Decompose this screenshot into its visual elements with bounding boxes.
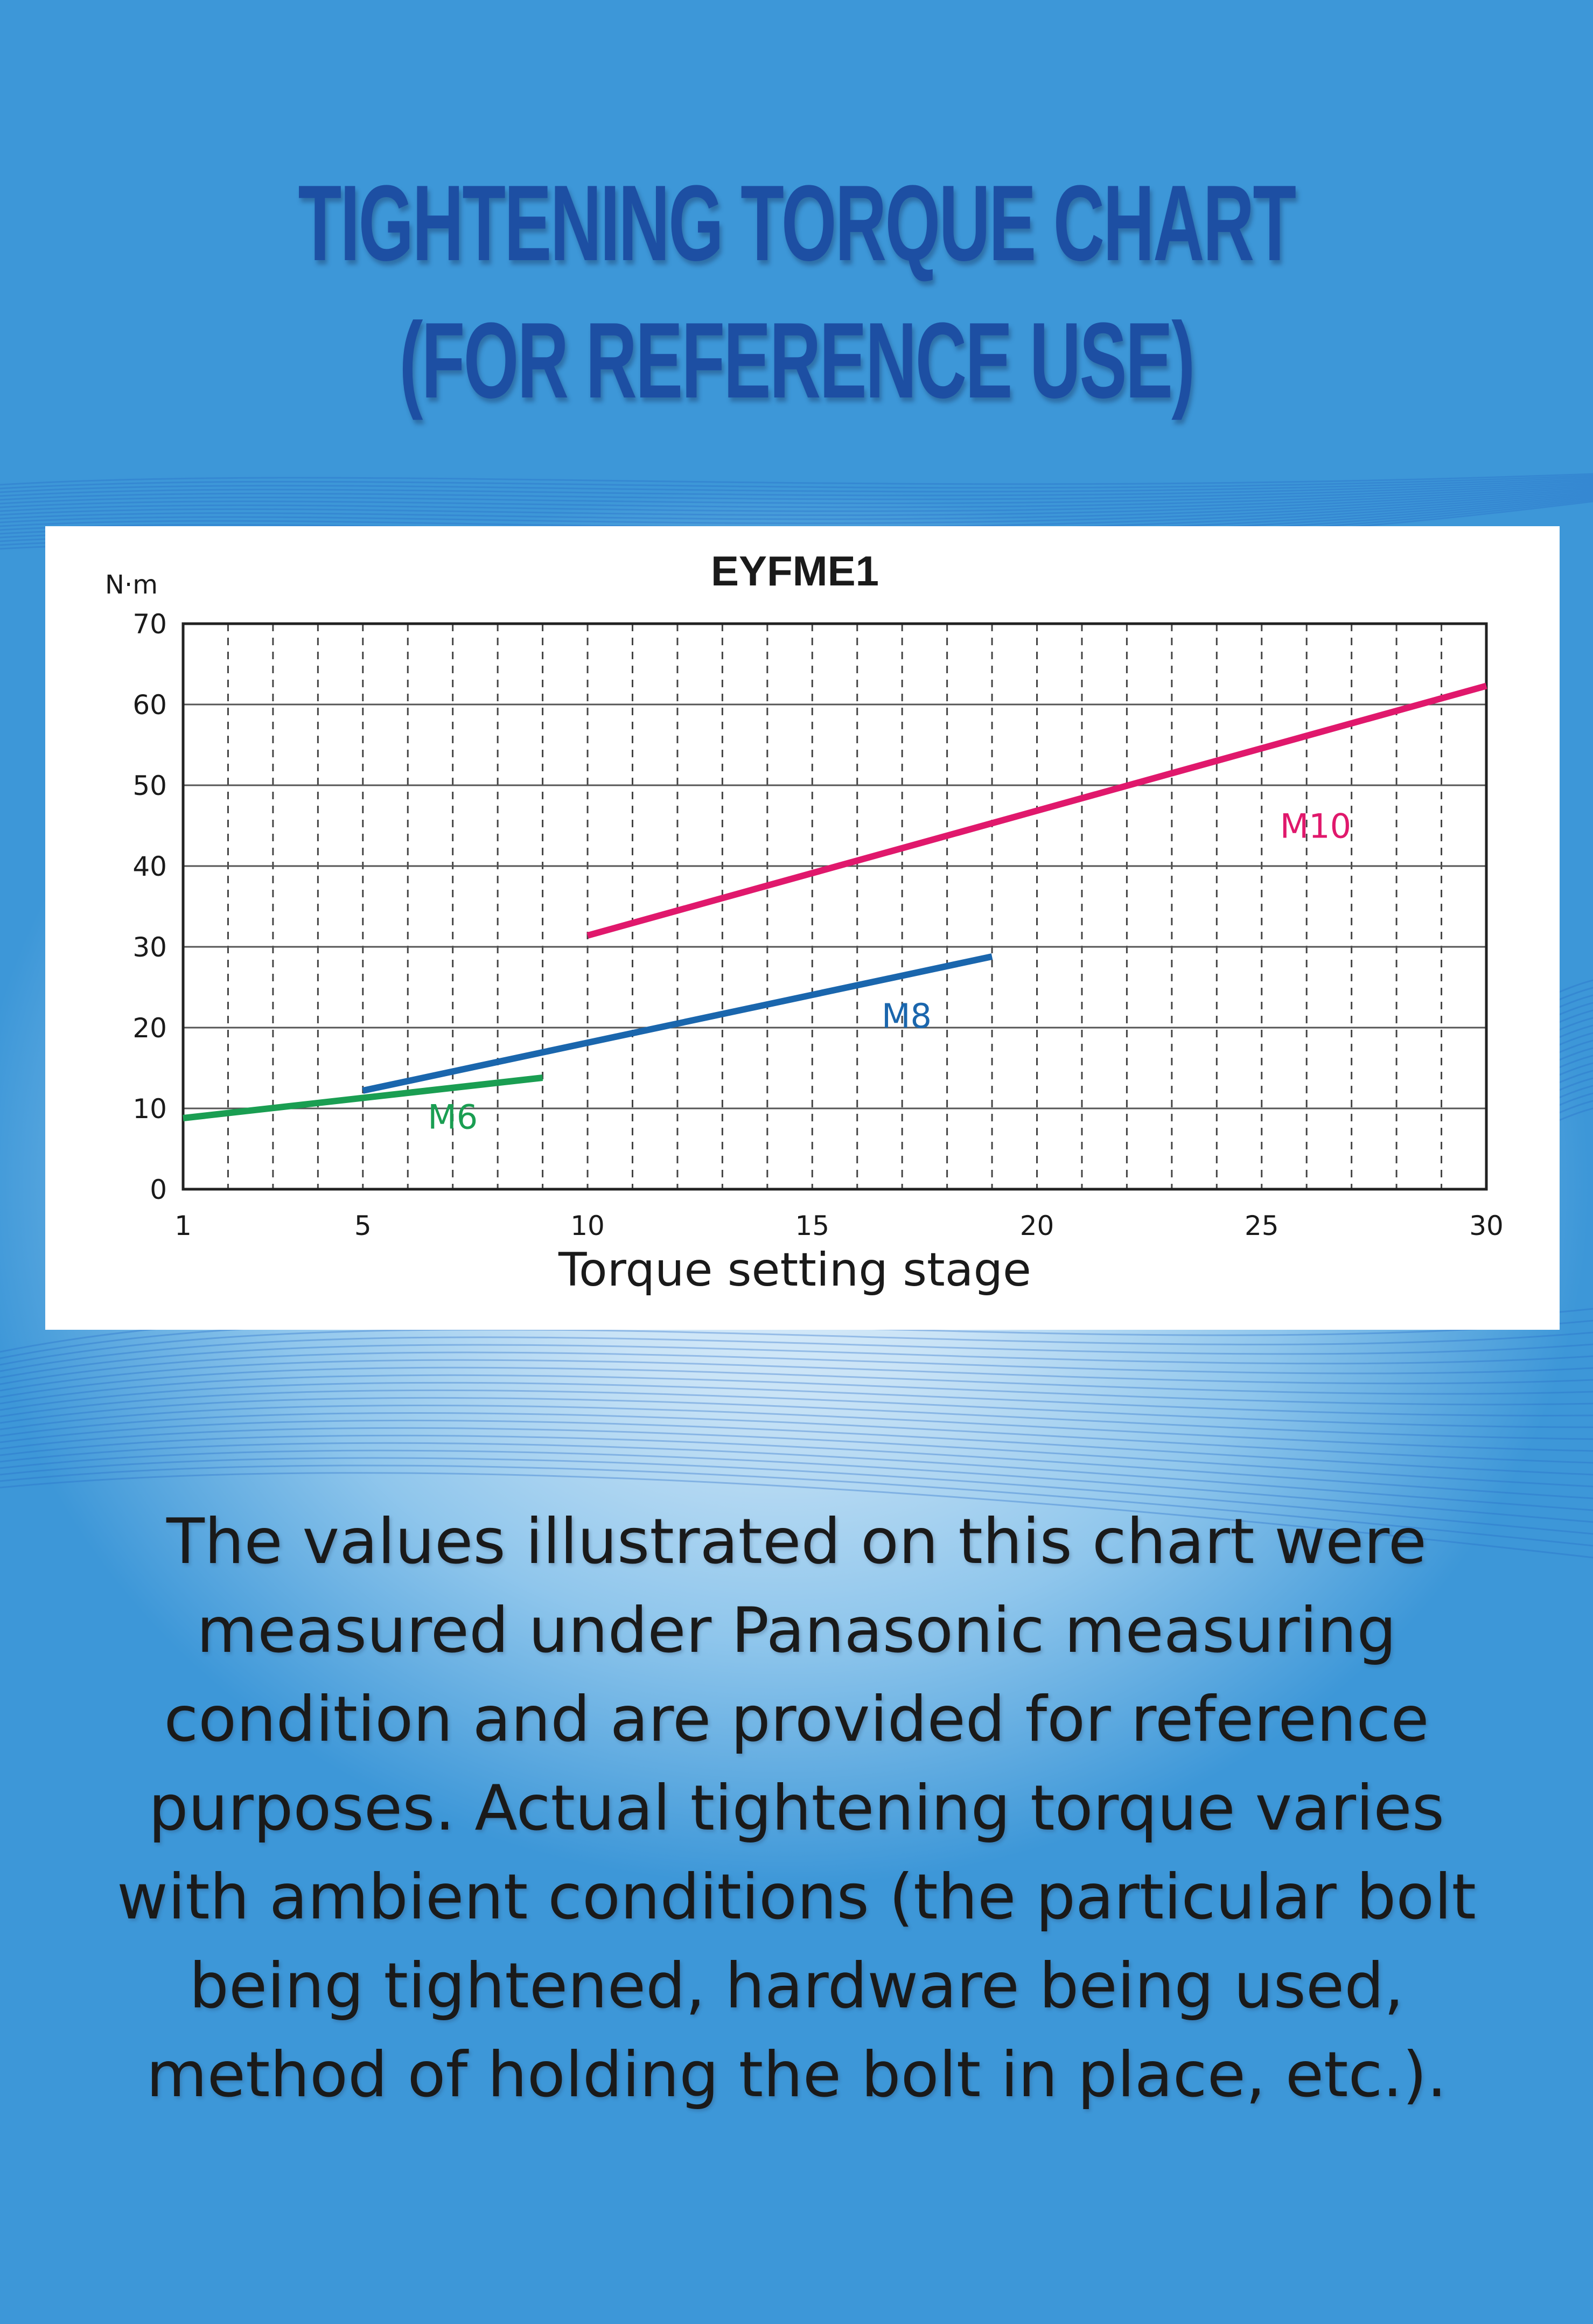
wave-line [0, 1389, 1593, 1428]
wave-line [0, 474, 1593, 490]
page-title-line-2: (FOR REFERENCE USE) [399, 301, 1195, 421]
wave-line [0, 483, 1593, 508]
chart-title: EYFME1 [711, 547, 879, 595]
torque-chart: EYFME1 N·m Torque setting stage 0 10 20 30 4… [105, 547, 1504, 1297]
wave-line [0, 1359, 1593, 1392]
wave-line [0, 1381, 1593, 1417]
wave-line [0, 1404, 1593, 1452]
x-tick-label: 20 [1020, 1210, 1054, 1241]
series-m6: M6 [183, 1074, 543, 1137]
y-tick-label: 40 [132, 851, 167, 882]
wave-line [0, 484, 1593, 512]
wave-line [0, 478, 1593, 497]
y-tick-labels: 0 10 20 30 40 50 60 70 [132, 609, 167, 1205]
x-tick-label: 1 [174, 1210, 192, 1241]
page-title-line-1: TIGHTENING TORQUE CHART [298, 163, 1296, 283]
wave-line [0, 1412, 1593, 1464]
wave-line [0, 1449, 1593, 1523]
series-label-m10: M10 [1280, 807, 1351, 846]
wave-line [0, 1419, 1593, 1476]
wave-line [0, 1464, 1593, 1547]
y-tick-label: 20 [132, 1013, 167, 1044]
wave-line [0, 1434, 1593, 1499]
wave-line [0, 481, 1593, 505]
y-tick-label: 0 [150, 1174, 167, 1205]
wave-line [0, 1427, 1593, 1488]
series-m10: M10 [586, 682, 1487, 939]
x-tick-label: 5 [354, 1210, 372, 1241]
chart-panel: EYFME1 N·m Torque setting stage 0 10 20 30 4… [45, 526, 1560, 1330]
wave-line [0, 1366, 1593, 1398]
wave-line [0, 479, 1593, 501]
wave-line [0, 1344, 1593, 1379]
wave-line [0, 489, 1593, 524]
wave-line [0, 487, 1593, 520]
x-axis-label: Torque setting stage [558, 1243, 1031, 1297]
x-tick-label: 10 [570, 1210, 605, 1241]
y-tick-label: 70 [132, 609, 167, 640]
wave-line [0, 1351, 1593, 1385]
y-tick-label: 10 [132, 1093, 167, 1125]
vertical-grid [227, 624, 1443, 1189]
series-line-m6 [183, 1074, 543, 1121]
wave-line [0, 473, 1593, 486]
wave-line [0, 1457, 1593, 1535]
wave-line [0, 1472, 1593, 1559]
y-tick-label: 50 [132, 770, 167, 801]
series-m8: M8 [362, 953, 993, 1094]
series-line-m10 [586, 682, 1487, 939]
horizontal-grid [183, 703, 1486, 1109]
x-tick-label: 25 [1245, 1210, 1279, 1241]
series-line-m8 [362, 953, 993, 1094]
series-label-m6: M6 [428, 1098, 478, 1137]
y-tick-label: 60 [132, 689, 167, 721]
wave-line [0, 1397, 1593, 1440]
wave-line [0, 486, 1593, 517]
wave-line [0, 1336, 1593, 1372]
x-tick-label: 30 [1469, 1210, 1504, 1241]
wave-line [0, 1374, 1593, 1406]
wave-line [0, 476, 1593, 493]
y-axis-unit-label: N·m [105, 570, 158, 600]
disclaimer-text: The values illustrated on this chart wer… [117, 1505, 1476, 2111]
y-tick-label: 30 [132, 932, 167, 963]
plot-frame [181, 622, 1488, 1191]
wave-lines-bottom [0, 1308, 1593, 1559]
wave-line [0, 1329, 1593, 1366]
x-tick-labels: 1 5 10 15 20 25 30 [174, 1210, 1504, 1241]
series-label-m8: M8 [882, 996, 932, 1036]
wave-line [0, 1442, 1593, 1511]
x-tick-label: 15 [795, 1210, 829, 1241]
